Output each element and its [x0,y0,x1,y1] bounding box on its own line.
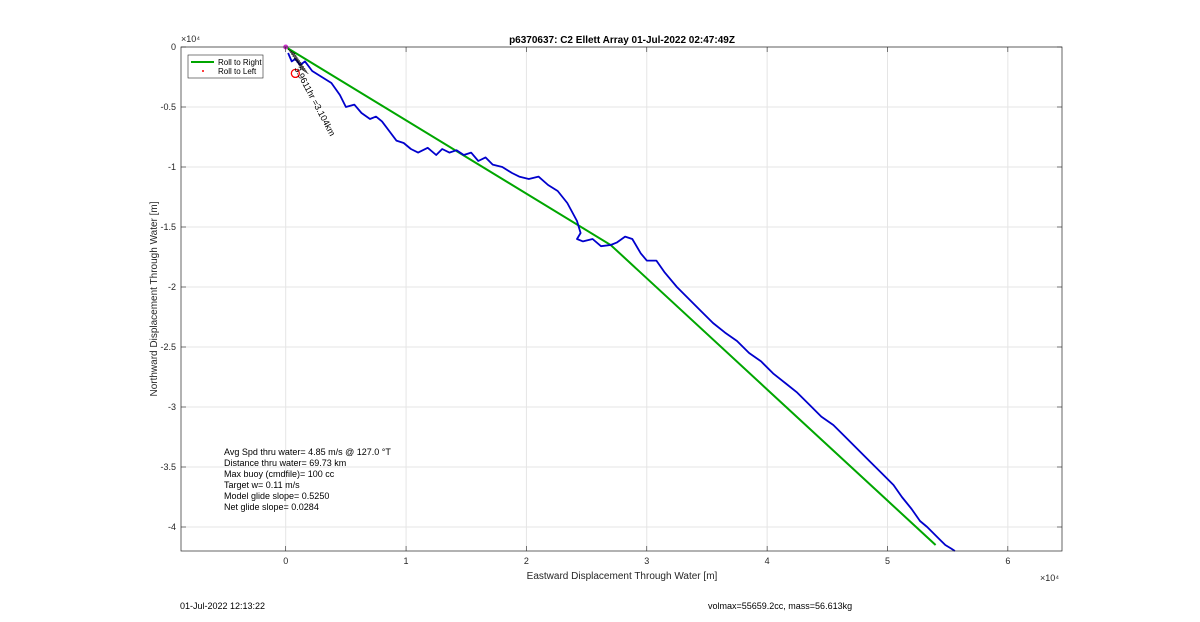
origin-annotation-stroke [295,59,303,66]
y-tick-label: -3.5 [160,462,176,472]
footer-timestamp: 01-Jul-2022 12:13:22 [180,601,266,611]
grid-lines [181,46,1062,551]
legend-red-dot-icon [202,70,204,72]
legend-box [187,54,264,79]
axes-frame [180,46,1063,552]
origin-annotation-stroke [299,66,308,72]
y-tick-label: -2 [168,282,176,292]
x-exponent-label: ×10⁴ [1040,573,1059,583]
stats-line: Avg Spd thru water= 4.85 m/s @ 127.0 °T [224,447,391,457]
stats-line: Max buoy (cmdfile)= 100 cc [224,469,335,479]
plot-content [283,44,956,552]
chart-title: p6370637: C2 Ellett Array 01-Jul-2022 02… [509,35,735,46]
x-tick-label: 4 [765,556,770,566]
x-tick-label: 3 [644,556,649,566]
legend-label-roll-left: Roll to Left [218,67,257,76]
stats-line: Distance thru water= 69.73 km [224,458,346,468]
origin-annotation-stroke [290,53,299,59]
stats-text-block: Avg Spd thru water= 4.85 m/s @ 127.0 °TD… [224,447,391,512]
y-tick-label: -0.5 [160,102,176,112]
y-tick-label: -2.5 [160,342,176,352]
legend: Roll to Right Roll to Left [187,54,264,79]
y-axis-label: Northward Displacement Through Water [m] [149,201,160,396]
x-axis-label: Eastward Displacement Through Water [m] [527,571,718,582]
plot-frame [180,46,1063,552]
origin-annotation-stroke [292,55,300,61]
tick-labels: 0 1 2 3 4 5 6 0 -0.5 -1 -1.5 -2 -2.5 -3 -3.5 -4 [160,42,1010,566]
y-exponent-label: ×10⁴ [181,34,200,44]
x-tick-label: 5 [885,556,890,566]
origin-annotation-stroke [293,57,302,64]
stats-line: Model glide slope= 0.5250 [224,491,329,501]
x-tick-label: 6 [1005,556,1010,566]
origin-annotation-stroke [298,64,306,70]
y-tick-label: -1.5 [160,222,176,232]
footer-volmax-mass: volmax=55659.2cc, mass=56.613kg [708,601,853,611]
y-tick-label: -1 [168,162,176,172]
stats-line: Target w= 0.11 m/s [224,480,300,490]
rotated-duration-annotation: 3.9611hr =3.104km [292,65,337,138]
y-tick-label: 0 [171,42,176,52]
x-tick-label: 0 [283,556,288,566]
legend-label-roll-right: Roll to Right [218,58,262,67]
origin-annotation-stroke [296,62,305,68]
x-tick-label: 1 [404,556,409,566]
origin-annotation-stroke [300,68,309,74]
stats-line: Net glide slope= 0.0284 [224,502,319,512]
origin-annotation-stroke [287,49,296,55]
y-tick-label: -4 [168,522,176,532]
y-tick-label: -3 [168,402,176,412]
x-tick-label: 2 [524,556,529,566]
series-roll-to-left-marker [290,68,300,79]
origin-annotation-stroke [289,51,297,57]
series-track-line [287,52,956,552]
